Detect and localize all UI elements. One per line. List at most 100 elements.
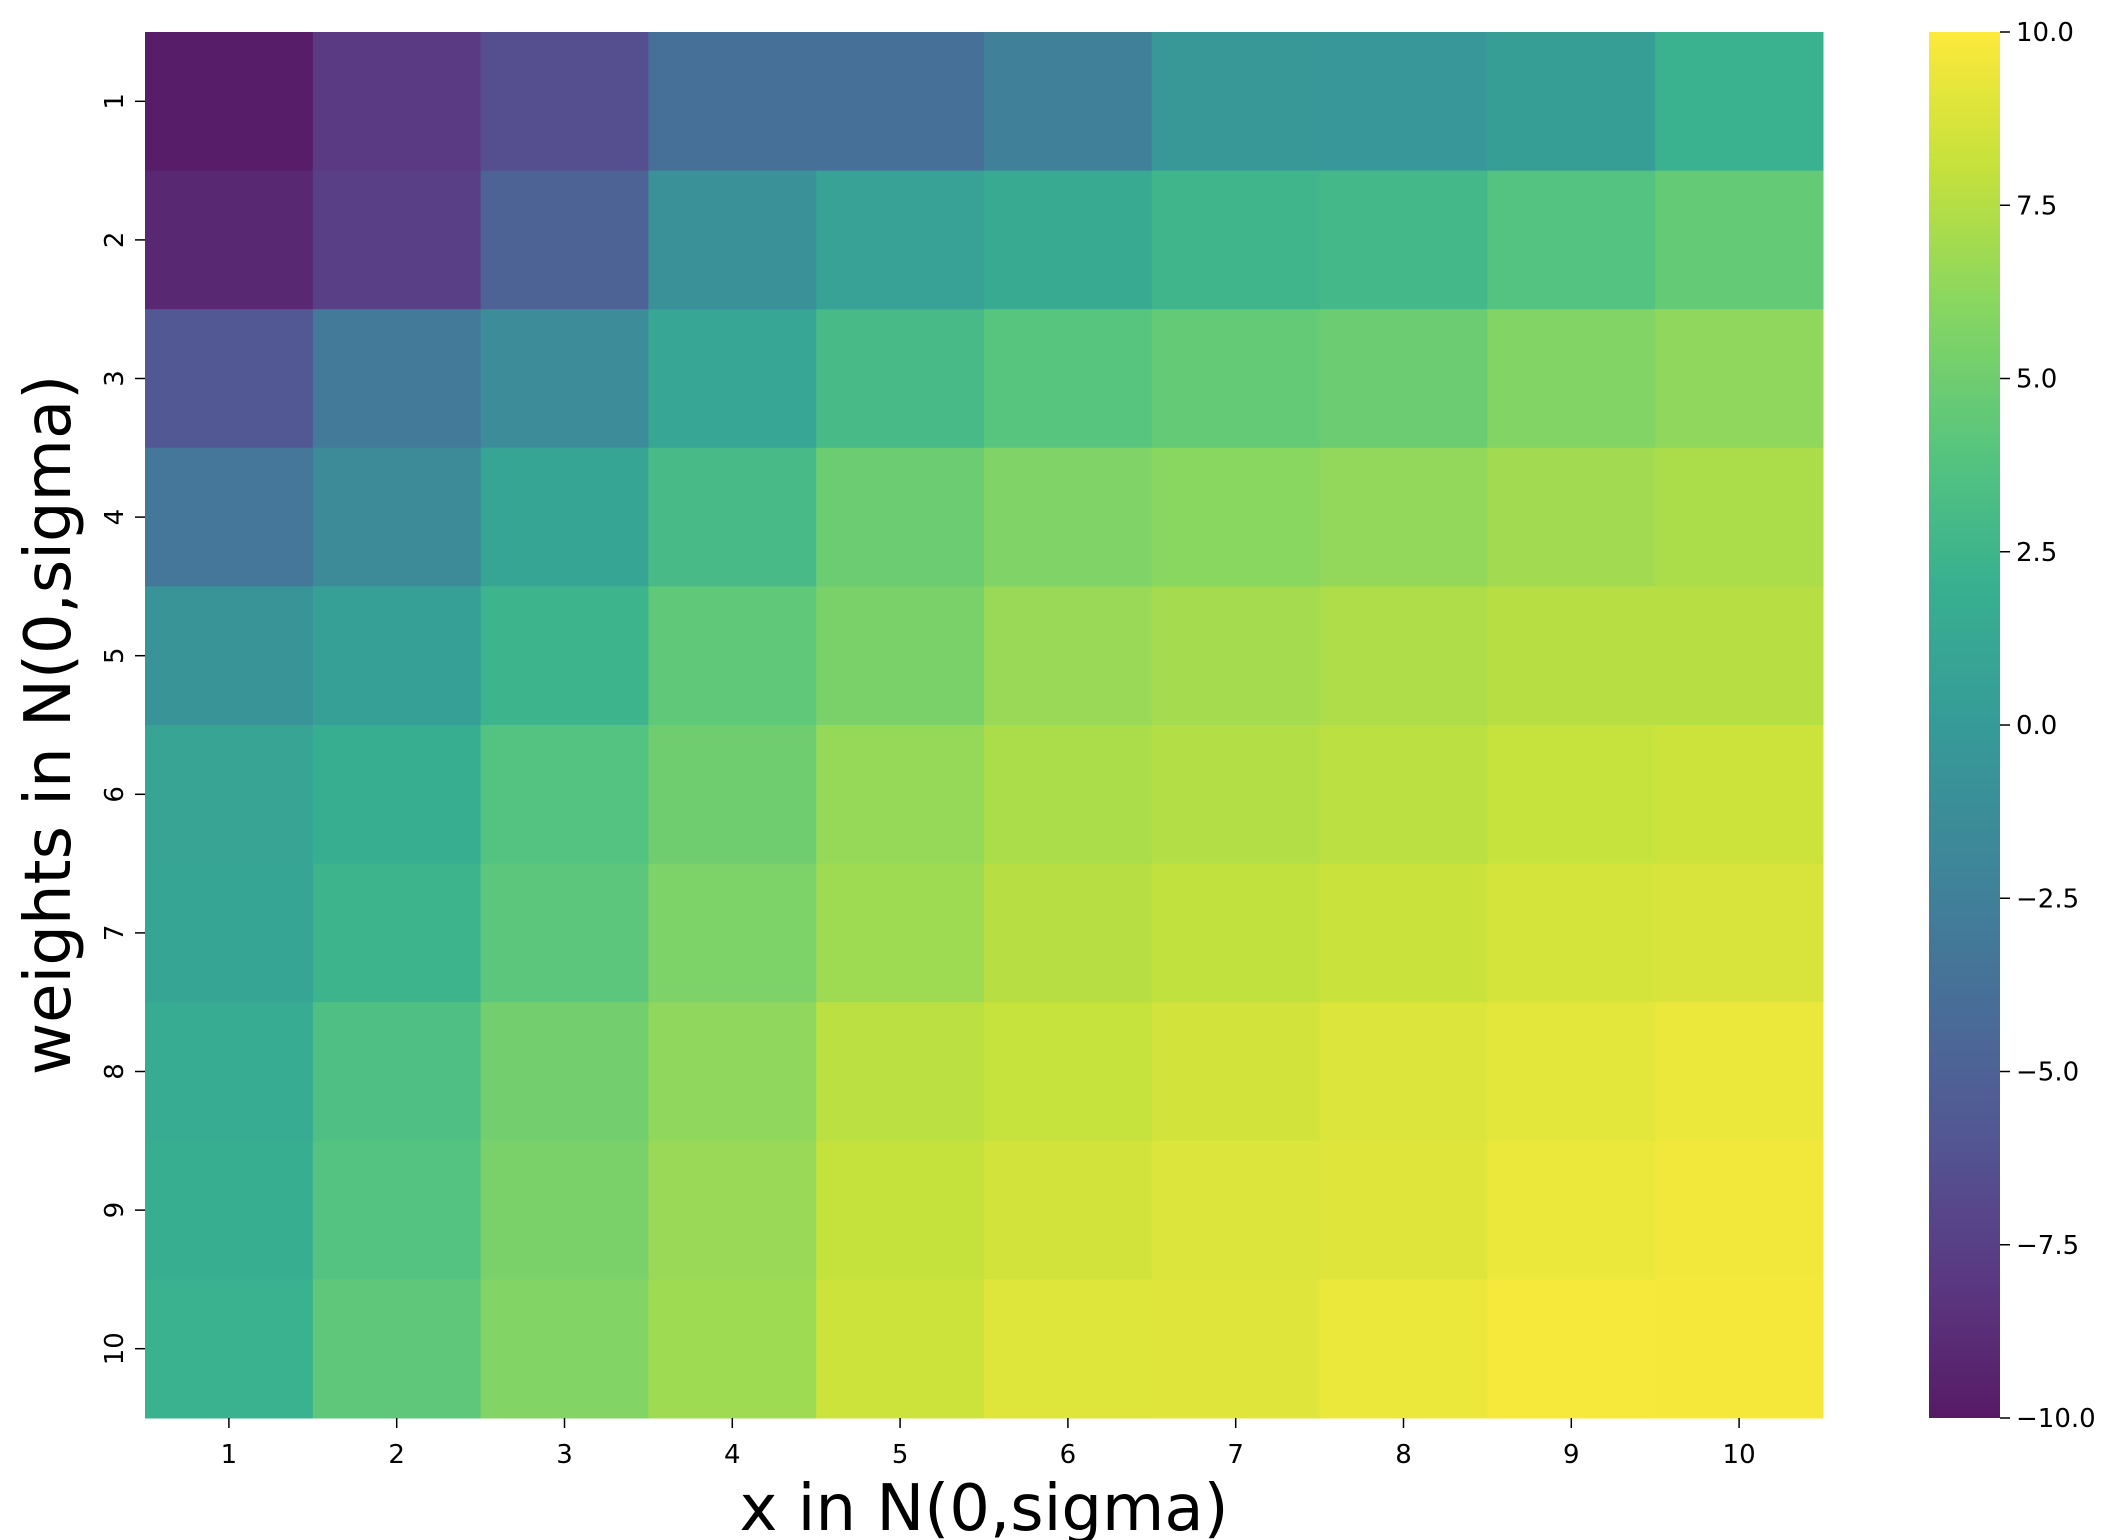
y-tick-label: 4 <box>100 509 130 526</box>
heatmap-cell <box>312 1279 482 1419</box>
heatmap-cell <box>1655 863 1824 1003</box>
heatmap-cell <box>312 586 482 726</box>
x-tick-label: 9 <box>1563 1440 1580 1470</box>
heatmap-cell <box>1487 1002 1656 1142</box>
heatmap-cell <box>984 725 1153 865</box>
colorbar-tick-label: 0.0 <box>2016 711 2057 741</box>
heatmap-cell <box>1487 32 1656 172</box>
heatmap-cell <box>480 586 649 726</box>
heatmap-cell <box>648 170 817 310</box>
heatmap-cell <box>1487 725 1656 865</box>
heatmap-cell <box>312 1140 482 1280</box>
heatmap-cell <box>984 309 1153 449</box>
colorbar-tick-label: 5.0 <box>2016 365 2057 395</box>
y-tick-label: 8 <box>100 1063 130 1080</box>
heatmap-cell <box>145 1002 314 1142</box>
heatmap-cell <box>816 309 985 449</box>
heatmap-cell <box>1151 863 1321 1003</box>
heatmap-cell <box>312 447 482 587</box>
colorbar-tick-label: −10.0 <box>2016 1404 2096 1434</box>
colorbar-ticks: 10.0 7.5 5.0 2.5 0.0 −2.5 −5.0 −7.5 −10.0 <box>2000 18 2096 1434</box>
heatmap-cell <box>648 1140 817 1280</box>
heatmap-cell <box>1151 725 1321 865</box>
heatmap-cell <box>648 447 817 587</box>
heatmap-cell <box>648 309 817 449</box>
heatmap-cell <box>648 725 817 865</box>
y-tick-label: 6 <box>100 786 130 803</box>
colorbar <box>1929 32 2000 1418</box>
heatmap-cell <box>816 32 985 172</box>
heatmap-cell <box>1151 170 1321 310</box>
y-axis-ticks: 1 2 3 4 5 6 7 8 9 10 <box>100 93 145 1365</box>
colorbar-tick-label: −2.5 <box>2016 884 2079 914</box>
heatmap-cell <box>1319 447 1488 587</box>
heatmap-cell <box>984 1002 1153 1142</box>
heatmap-cell <box>480 1002 649 1142</box>
heatmap-cell <box>816 586 985 726</box>
heatmap-cell <box>1487 170 1656 310</box>
heatmap-cell <box>1655 1002 1824 1142</box>
heatmap-cell <box>145 32 314 172</box>
heatmap-cell <box>816 1002 985 1142</box>
heatmap-cell <box>1655 32 1824 172</box>
heatmap-cell <box>648 1279 817 1419</box>
heatmap-cell <box>312 863 482 1003</box>
heatmap-cell <box>145 1140 314 1280</box>
x-tick-label: 1 <box>221 1440 238 1470</box>
x-tick-label: 4 <box>724 1440 741 1470</box>
heatmap-cell <box>312 32 482 172</box>
heatmap-cell <box>648 586 817 726</box>
x-tick-label: 10 <box>1723 1440 1756 1470</box>
heatmap-cell <box>1319 1140 1488 1280</box>
heatmap-cell <box>145 1279 314 1419</box>
heatmap-cell <box>1151 309 1321 449</box>
heatmap-cell <box>816 863 985 1003</box>
y-tick-label: 1 <box>100 93 130 110</box>
heatmap-cell <box>984 1279 1153 1419</box>
heatmap-cell <box>984 1140 1153 1280</box>
heatmap-cell <box>648 32 817 172</box>
heatmap-cell <box>1151 32 1321 172</box>
heatmap-cell <box>1319 32 1488 172</box>
y-tick-label: 10 <box>100 1332 130 1365</box>
heatmap-cell <box>1487 586 1656 726</box>
heatmap-cell <box>1319 170 1488 310</box>
heatmap-cell <box>648 1002 817 1142</box>
heatmap-cell <box>480 309 649 449</box>
heatmap-cell <box>480 1140 649 1280</box>
heatmap-cell <box>1151 1002 1321 1142</box>
heatmap-cell <box>480 863 649 1003</box>
heatmap-cell <box>312 725 482 865</box>
colorbar-tick-label: 7.5 <box>2016 191 2057 221</box>
heatmap-cells <box>145 32 1824 1419</box>
heatmap-cell <box>1151 1279 1321 1419</box>
colorbar-tick-label: −5.0 <box>2016 1058 2079 1088</box>
y-tick-label: 7 <box>100 925 130 942</box>
heatmap-cell <box>816 1279 985 1419</box>
heatmap-cell <box>1655 447 1824 587</box>
heatmap-cell <box>480 1279 649 1419</box>
heatmap-cell <box>1487 309 1656 449</box>
x-tick-label: 5 <box>892 1440 909 1470</box>
heatmap-cell <box>312 170 482 310</box>
heatmap-cell <box>480 32 649 172</box>
heatmap-cell <box>1319 586 1488 726</box>
heatmap-cell <box>480 447 649 587</box>
heatmap-cell <box>648 863 817 1003</box>
heatmap-cell <box>1319 863 1488 1003</box>
heatmap-cell <box>1655 170 1824 310</box>
heatmap-cell <box>1487 1140 1656 1280</box>
heatmap-cell <box>145 447 314 587</box>
heatmap-cell <box>1319 725 1488 865</box>
heatmap-cell <box>145 170 314 310</box>
heatmap-cell <box>1151 1140 1321 1280</box>
y-tick-label: 3 <box>100 370 130 387</box>
colorbar-tick-label: 2.5 <box>2016 538 2057 568</box>
x-tick-label: 3 <box>556 1440 573 1470</box>
heatmap-cell <box>816 170 985 310</box>
heatmap-cell <box>816 1140 985 1280</box>
heatmap-cell <box>1319 1279 1488 1419</box>
heatmap-cell <box>145 725 314 865</box>
heatmap-cell <box>1655 586 1824 726</box>
